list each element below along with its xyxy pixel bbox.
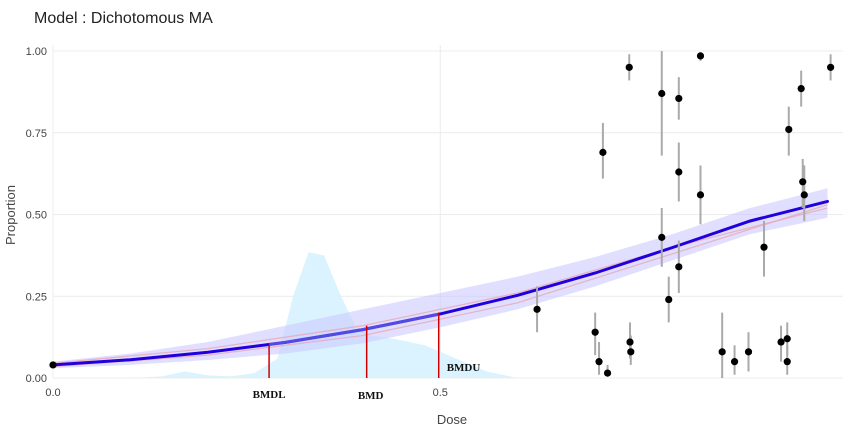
data-point <box>783 335 791 343</box>
bmd-interval-curve <box>268 312 439 346</box>
chart-title: Model : Dichotomous MA <box>34 10 213 27</box>
bmd-marker-label: BMD <box>358 390 384 402</box>
bmd-marker-label: BMDU <box>447 362 481 374</box>
data-points <box>49 52 835 377</box>
data-point <box>777 338 785 346</box>
data-point <box>744 348 753 356</box>
data-point <box>718 348 726 356</box>
data-point <box>675 168 683 176</box>
data-point <box>665 295 673 304</box>
data-point <box>696 191 705 199</box>
ma-curve <box>51 199 829 367</box>
bmd-markers: BMDL BMD BMDU <box>253 312 481 402</box>
y-tick-label: 1.00 <box>26 46 47 58</box>
data-point <box>783 358 791 366</box>
model-curve-line <box>52 204 828 368</box>
y-axis-title: Proportion <box>3 185 18 245</box>
y-tick-label: 0.00 <box>26 373 47 385</box>
data-point <box>595 358 603 366</box>
model-curves <box>52 204 828 368</box>
y-tick-label: 0.50 <box>26 210 47 222</box>
x-axis-title: Dose <box>437 412 467 427</box>
data-point <box>599 148 607 156</box>
ma-curve-line <box>51 199 829 367</box>
data-point <box>799 178 807 186</box>
model-curve-line <box>52 207 828 364</box>
data-point <box>49 361 57 369</box>
data-point <box>533 305 541 313</box>
axis-ticks: 0.00 0.25 0.50 0.75 1.00 0.0 0.5 <box>26 46 448 399</box>
bmd-density-area <box>130 252 518 378</box>
data-point <box>603 369 612 377</box>
y-tick-label: 0.25 <box>26 291 47 303</box>
data-point <box>675 263 683 271</box>
data-point <box>797 85 805 93</box>
data-point <box>827 63 835 71</box>
data-point <box>730 358 739 366</box>
data-point <box>658 89 666 98</box>
data-point <box>626 338 634 346</box>
data-point <box>760 243 768 251</box>
x-tick-label: 0.5 <box>433 387 448 399</box>
data-point <box>696 52 705 60</box>
data-point <box>675 94 683 103</box>
data-point <box>625 63 633 71</box>
bmd-density <box>130 252 518 378</box>
data-point <box>627 348 635 356</box>
x-tick-label: 0.0 <box>45 387 60 399</box>
grid-lines <box>52 45 843 379</box>
data-point <box>658 233 666 241</box>
data-point <box>785 125 793 134</box>
bmd-marker-label: BMDL <box>253 389 286 401</box>
y-tick-label: 0.75 <box>26 128 47 140</box>
data-point <box>591 328 599 336</box>
data-point <box>800 191 808 199</box>
